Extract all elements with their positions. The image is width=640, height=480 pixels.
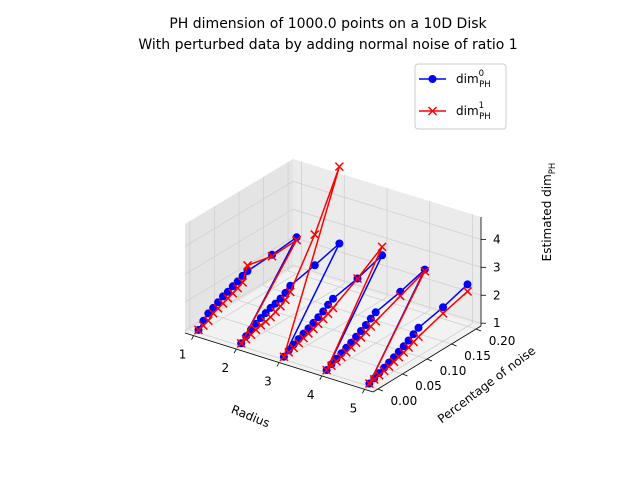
y-grid-floor <box>214 314 403 375</box>
data-point <box>335 239 344 248</box>
z-tick-label: 2 <box>493 288 501 302</box>
chart-title-line1: PH dimension of 1000.0 points on a 10D D… <box>169 16 487 32</box>
x-tick <box>191 335 194 340</box>
data-point <box>256 320 266 330</box>
y-tick-label: 0.15 <box>464 349 491 363</box>
legend-box <box>414 63 507 130</box>
data-point <box>310 261 319 270</box>
chart-title-line2: With perturbed data by adding normal noi… <box>138 37 517 53</box>
data-point <box>396 287 405 296</box>
data-point <box>409 330 418 339</box>
z-grid-back <box>292 236 482 296</box>
legend: dim0 PH dim1 PH <box>414 63 507 130</box>
data-point <box>275 301 285 311</box>
x-tick-label: 1 <box>179 348 187 362</box>
y-tick-label: 0.20 <box>489 334 516 348</box>
data-point <box>414 323 423 332</box>
z-axis-label-sub: PH <box>548 163 558 175</box>
z-grid-left <box>184 181 294 247</box>
legend-label-dim1-main: dim <box>456 104 479 118</box>
z-grid-left <box>184 236 294 303</box>
x-axis-label: Radius <box>229 402 272 430</box>
legend-label-dim1-sup: 1 <box>479 101 484 111</box>
data-point <box>319 307 328 316</box>
data-point <box>371 316 381 326</box>
x-tick-label: 5 <box>350 401 358 415</box>
data-point <box>334 162 344 172</box>
z-grid-back <box>292 180 482 240</box>
legend-marker-dim0 <box>428 75 437 83</box>
data-point <box>463 286 473 296</box>
data-point <box>329 294 337 303</box>
data-point <box>371 308 380 317</box>
x-tick <box>362 389 365 394</box>
tick-marks <box>191 238 486 394</box>
data-point <box>243 260 253 270</box>
data-point <box>438 308 448 318</box>
y-tick <box>402 373 408 377</box>
data-point <box>353 273 363 284</box>
z-tick-label: 1 <box>493 316 501 330</box>
y-grid-floor <box>287 270 477 330</box>
z-grid-left <box>184 208 294 275</box>
data-point <box>413 332 423 342</box>
data-point <box>280 295 290 305</box>
data-point <box>328 303 338 313</box>
data-point <box>375 369 384 378</box>
y-tick-label: 0.10 <box>440 364 467 378</box>
data-point <box>324 300 333 309</box>
x-tick-label: 2 <box>221 361 229 375</box>
legend-marker-dim1 <box>427 106 438 116</box>
data-point <box>310 230 320 240</box>
series-layer <box>193 162 473 389</box>
data-point <box>238 277 248 287</box>
x-tick-label: 3 <box>264 375 272 389</box>
z-tick-label: 3 <box>493 260 501 274</box>
data-point <box>366 314 375 323</box>
data-point <box>203 316 213 326</box>
z-axis-label: Estimated dimPH <box>540 163 558 262</box>
tick-labels: 1 2 3 4 5 0.000.050.100.150.20 1 2 3 4 <box>179 232 516 415</box>
legend-label-dim0-sub: PH <box>479 80 491 90</box>
data-point <box>439 303 447 312</box>
legend-label-dim0: dim0 PH <box>456 69 491 90</box>
x-tick-label: 4 <box>307 388 315 402</box>
legend-label-dim1-sub: PH <box>479 112 491 122</box>
y-tick <box>451 343 457 347</box>
x-tick <box>319 375 323 381</box>
y-tick <box>377 388 384 392</box>
y-tick-label: 0.00 <box>391 394 418 408</box>
y-tick <box>475 328 482 332</box>
data-point <box>377 242 387 252</box>
legend-label-dim0-sup: 0 <box>479 69 484 79</box>
data-point <box>420 265 429 274</box>
z-axis-label-main: Estimated dim <box>540 174 554 261</box>
data-point <box>285 287 295 297</box>
data-point <box>256 314 265 322</box>
data-point <box>378 251 387 260</box>
data-point <box>420 266 430 276</box>
y-tick <box>426 358 433 362</box>
z-tick-label: 4 <box>493 232 501 246</box>
data-point <box>292 235 302 245</box>
data-point <box>395 291 405 301</box>
legend-label-dim1: dim1 PH <box>456 101 491 122</box>
data-point <box>292 233 301 242</box>
series-dim1 <box>193 162 473 389</box>
legend-label-dim0-main: dim <box>456 72 479 86</box>
y-tick-label: 0.05 <box>415 379 442 393</box>
data-point <box>267 251 277 261</box>
x-tick <box>233 348 237 354</box>
data-point <box>271 299 280 308</box>
data-point <box>463 280 472 289</box>
x-tick <box>276 362 280 367</box>
